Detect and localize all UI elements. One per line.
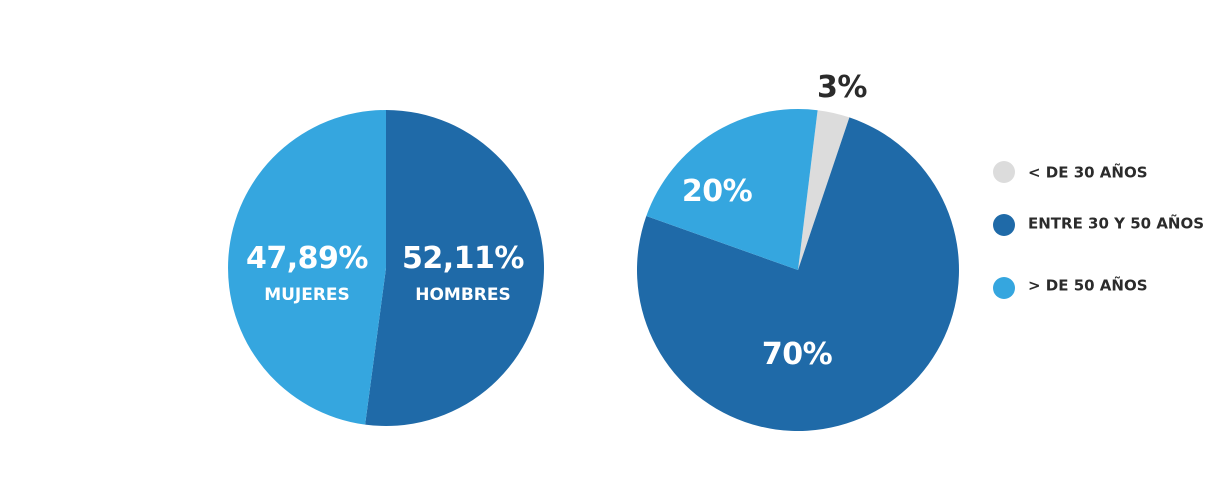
pie-slice-under-30 — [798, 110, 850, 270]
pie-slice-over-50 — [646, 108, 818, 270]
legend-item-over-50: > DE 50 AÑOS — [993, 276, 1148, 299]
slice-name-label-hombres: HOMBRES — [415, 285, 511, 305]
pie-slice-30-to-50 — [636, 117, 959, 431]
legend-swatch-under-30 — [993, 161, 1015, 183]
gender-pie-chart: 52,11% HOMBRES 47,89% MUJERES — [228, 109, 545, 426]
legend-swatch-30-to-50 — [993, 214, 1015, 236]
slice-value-label-hombres: 52,11% — [402, 241, 524, 276]
legend-item-under-30: < DE 30 AÑOS — [993, 161, 1148, 183]
legend-label-under-30: < DE 30 AÑOS — [1028, 163, 1148, 182]
age-legend: < DE 30 AÑOS ENTRE 30 Y 50 AÑOS > DE 50 … — [993, 161, 1204, 299]
slice-value-label-30-to-50: 70% — [762, 337, 833, 372]
legend-item-30-to-50: ENTRE 30 Y 50 AÑOS — [993, 214, 1204, 236]
age-pie-chart: 3% 70% 20% — [636, 70, 959, 431]
pie-slice-hombres — [365, 109, 545, 426]
legend-label-over-50: > DE 50 AÑOS — [1028, 276, 1148, 295]
pie-slice-mujeres — [228, 110, 386, 425]
slice-value-label-over-50: 20% — [682, 174, 753, 209]
slice-name-label-mujeres: MUJERES — [264, 285, 350, 305]
legend-swatch-over-50 — [993, 277, 1015, 299]
slice-value-label-mujeres: 47,89% — [246, 241, 368, 276]
legend-label-30-to-50: ENTRE 30 Y 50 AÑOS — [1028, 214, 1204, 233]
slice-value-label-under-30: 3% — [817, 70, 867, 105]
